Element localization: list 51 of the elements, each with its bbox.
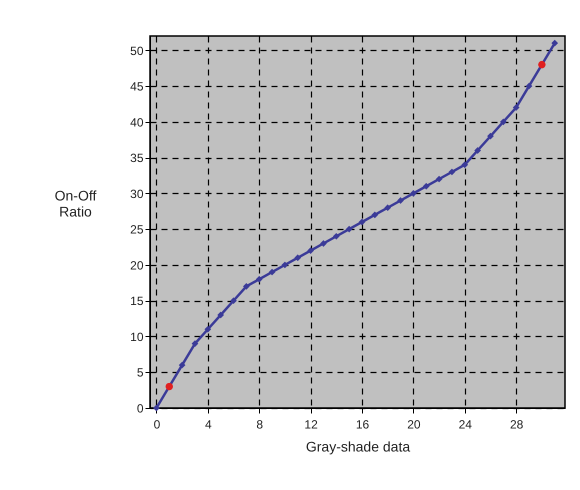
point — [178, 362, 186, 368]
point — [448, 168, 456, 176]
point — [256, 276, 263, 283]
point — [346, 226, 353, 233]
x-tick-label: 8 — [256, 418, 264, 432]
point — [384, 204, 392, 212]
point — [268, 268, 276, 276]
point — [294, 254, 302, 262]
x-tick-label: 12 — [304, 418, 318, 432]
point — [217, 312, 224, 318]
x-axis-title: Gray-shade data — [306, 438, 410, 454]
x-tick-label: 28 — [510, 418, 524, 432]
point — [410, 190, 417, 197]
y-tick-label: 50 — [130, 44, 144, 58]
y-tick-label: 10 — [130, 330, 144, 344]
point — [320, 240, 327, 247]
point — [512, 104, 520, 111]
point — [397, 197, 404, 204]
y-tick-label: 15 — [130, 294, 144, 308]
point — [153, 404, 160, 412]
point — [422, 182, 430, 190]
x-tick-label: 16 — [356, 418, 370, 432]
point — [243, 283, 250, 290]
point — [474, 147, 481, 154]
y-tick-label: 45 — [130, 80, 144, 94]
y-tick-label: 0 — [136, 402, 144, 416]
point — [230, 297, 237, 304]
point — [358, 218, 366, 226]
x-tick-label: 4 — [204, 418, 212, 432]
point — [282, 262, 288, 268]
y-tick-label: 30 — [130, 186, 144, 201]
point — [371, 211, 378, 218]
point — [461, 161, 468, 168]
x-tick-label: 20 — [407, 418, 421, 432]
point — [487, 132, 494, 140]
y-axis-title: On-Off Ratio — [54, 188, 96, 220]
y-tick-label: 5 — [136, 366, 144, 380]
point — [307, 247, 314, 254]
point — [526, 82, 532, 90]
x-tick-label: 0 — [154, 418, 161, 432]
point — [551, 40, 558, 47]
point — [192, 340, 198, 347]
point — [500, 118, 507, 126]
y-tick-label: 20 — [130, 258, 144, 272]
x-tick-label: 24 — [458, 418, 472, 432]
y-tick-label: 35 — [130, 151, 144, 166]
y-tick-label: 25 — [130, 222, 144, 237]
point — [436, 176, 442, 182]
y-tick-label: 40 — [130, 115, 144, 130]
point — [332, 232, 340, 240]
point — [204, 326, 212, 333]
